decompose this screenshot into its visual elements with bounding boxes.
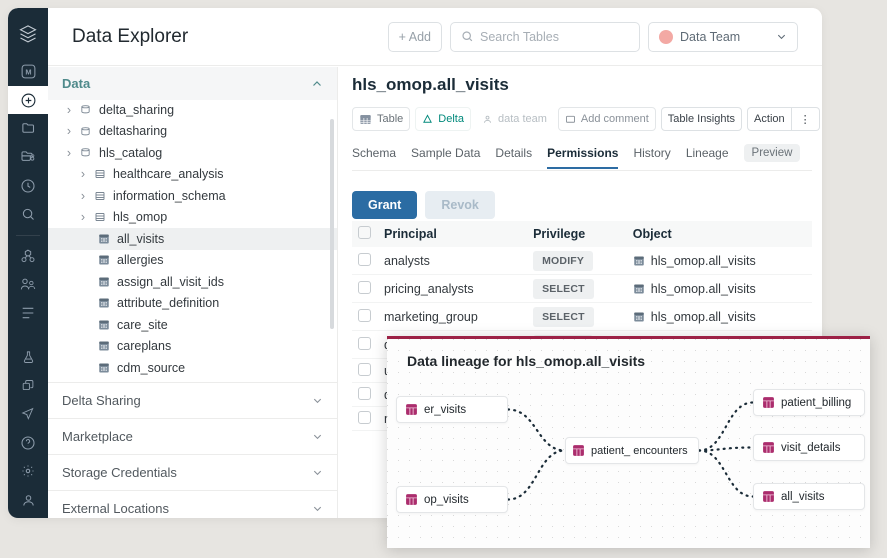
svg-text:M: M	[25, 68, 31, 77]
